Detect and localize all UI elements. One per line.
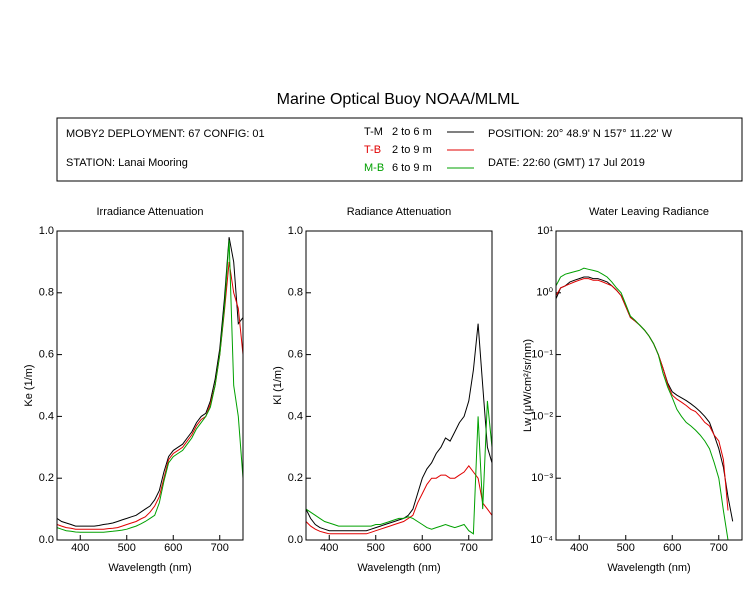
x-tick-label: 400 — [570, 542, 588, 554]
legend-depth: 6 to 9 m — [392, 162, 432, 174]
y-tick-label: 0.8 — [39, 287, 54, 299]
data-line — [556, 267, 729, 540]
y-tick-label: 0.2 — [288, 472, 303, 484]
x-tick-label: 600 — [164, 542, 182, 554]
x-tick-label: 700 — [211, 542, 229, 554]
y-tick-label: 0.6 — [39, 349, 54, 361]
x-axis-label: Wavelength (nm) — [607, 562, 690, 574]
x-tick-label: 700 — [460, 542, 478, 554]
y-tick-label: 0.8 — [288, 287, 303, 299]
chart-title: Irradiance Attenuation — [96, 206, 203, 218]
x-tick-label: 400 — [71, 542, 89, 554]
x-tick-label: 600 — [413, 542, 431, 554]
data-line — [306, 400, 492, 535]
y-axis-label: Kl (1/m) — [272, 366, 284, 405]
y-tick-label: 0.0 — [288, 534, 303, 546]
station: STATION: Lanai Mooring — [66, 157, 188, 169]
chart-title: Water Leaving Radiance — [589, 206, 709, 218]
data-line — [306, 323, 492, 532]
chart-title: Radiance Attenuation — [347, 206, 452, 218]
y-axis-label: Ke (1/m) — [23, 364, 35, 406]
y-tick-label: 0.4 — [288, 410, 303, 422]
x-tick-label: 500 — [617, 542, 635, 554]
x-tick-label: 600 — [663, 542, 681, 554]
y-tick-label: 10⁻¹ — [531, 349, 553, 361]
y-tick-label: 1.0 — [288, 225, 303, 237]
y-tick-label: 10¹ — [537, 225, 553, 237]
legend-name: M-B — [364, 162, 384, 174]
y-tick-label: 10⁻⁴ — [530, 534, 553, 546]
y-tick-label: 1.0 — [39, 225, 54, 237]
legend: T-M 2 to 6 m T-B 2 to 9 m M-B 6 to 9 m — [364, 126, 474, 174]
legend-name: T-B — [364, 144, 381, 156]
x-axis-label: Wavelength (nm) — [108, 562, 191, 574]
legend-depth: 2 to 6 m — [392, 126, 432, 138]
data-line — [57, 237, 243, 527]
data-line — [556, 278, 729, 511]
plot-frame — [555, 230, 743, 541]
y-tick-label: 10⁰ — [536, 287, 553, 299]
y-tick-label: 0.2 — [39, 472, 54, 484]
data-line — [556, 276, 734, 522]
plot-frame — [305, 230, 493, 541]
date: DATE: 22:60 (GMT) 17 Jul 2019 — [488, 157, 645, 169]
x-axis-label: Wavelength (nm) — [357, 562, 440, 574]
y-axis-label: Lw (μW/cm²/sr/nm) — [522, 339, 534, 432]
charts: Irradiance Attenuation Wavelength (nm) Ke … — [23, 206, 743, 574]
x-tick-label: 500 — [367, 542, 385, 554]
x-tick-label: 500 — [118, 542, 136, 554]
y-tick-label: 10⁻³ — [531, 472, 553, 484]
x-tick-label: 700 — [710, 542, 728, 554]
data-line — [57, 240, 243, 533]
data-line — [57, 261, 243, 530]
legend-depth: 2 to 9 m — [392, 144, 432, 156]
x-tick-label: 400 — [320, 542, 338, 554]
deployment: MOBY2 DEPLOYMENT: 67 CONFIG: 01 — [66, 128, 265, 140]
page-title: Marine Optical Buoy NOAA/MLML — [277, 91, 520, 108]
data-line — [306, 464, 492, 535]
info-box — [56, 117, 743, 182]
y-tick-label: 0.4 — [39, 410, 54, 422]
y-tick-label: 0.6 — [288, 349, 303, 361]
legend-name: T-M — [364, 126, 383, 138]
y-tick-label: 10⁻² — [531, 410, 553, 422]
position: POSITION: 20° 48.9' N 157° 11.22' W — [488, 128, 673, 140]
y-tick-label: 0.0 — [39, 534, 54, 546]
plot-frame — [56, 230, 244, 541]
